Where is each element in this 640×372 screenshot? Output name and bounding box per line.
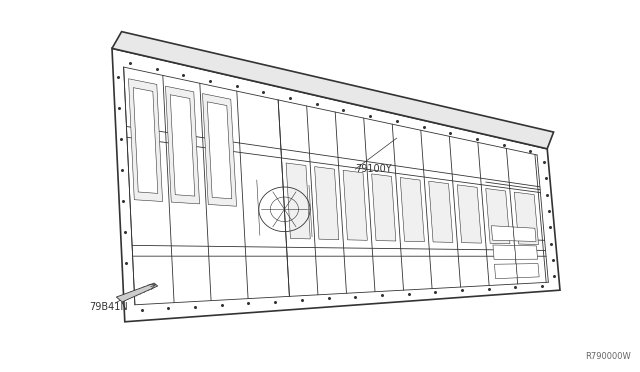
- Polygon shape: [116, 283, 157, 302]
- Polygon shape: [207, 102, 232, 199]
- Polygon shape: [513, 227, 536, 241]
- Polygon shape: [202, 94, 237, 206]
- Polygon shape: [166, 86, 200, 204]
- Polygon shape: [429, 181, 453, 243]
- Polygon shape: [129, 79, 163, 202]
- Polygon shape: [516, 264, 539, 278]
- Text: 79100Y: 79100Y: [355, 164, 392, 174]
- Polygon shape: [315, 167, 339, 240]
- Polygon shape: [343, 170, 367, 240]
- Polygon shape: [112, 48, 560, 322]
- Polygon shape: [493, 245, 516, 259]
- Polygon shape: [515, 192, 538, 244]
- Polygon shape: [286, 163, 310, 239]
- Text: R790000W: R790000W: [585, 352, 630, 361]
- Polygon shape: [515, 246, 538, 259]
- Polygon shape: [495, 264, 517, 279]
- Polygon shape: [457, 185, 481, 243]
- Polygon shape: [112, 32, 554, 149]
- Polygon shape: [170, 95, 195, 196]
- Polygon shape: [372, 174, 396, 241]
- Text: 79B41N: 79B41N: [90, 302, 129, 312]
- Polygon shape: [486, 189, 510, 244]
- Polygon shape: [133, 88, 158, 193]
- Polygon shape: [492, 226, 515, 241]
- Polygon shape: [400, 177, 424, 242]
